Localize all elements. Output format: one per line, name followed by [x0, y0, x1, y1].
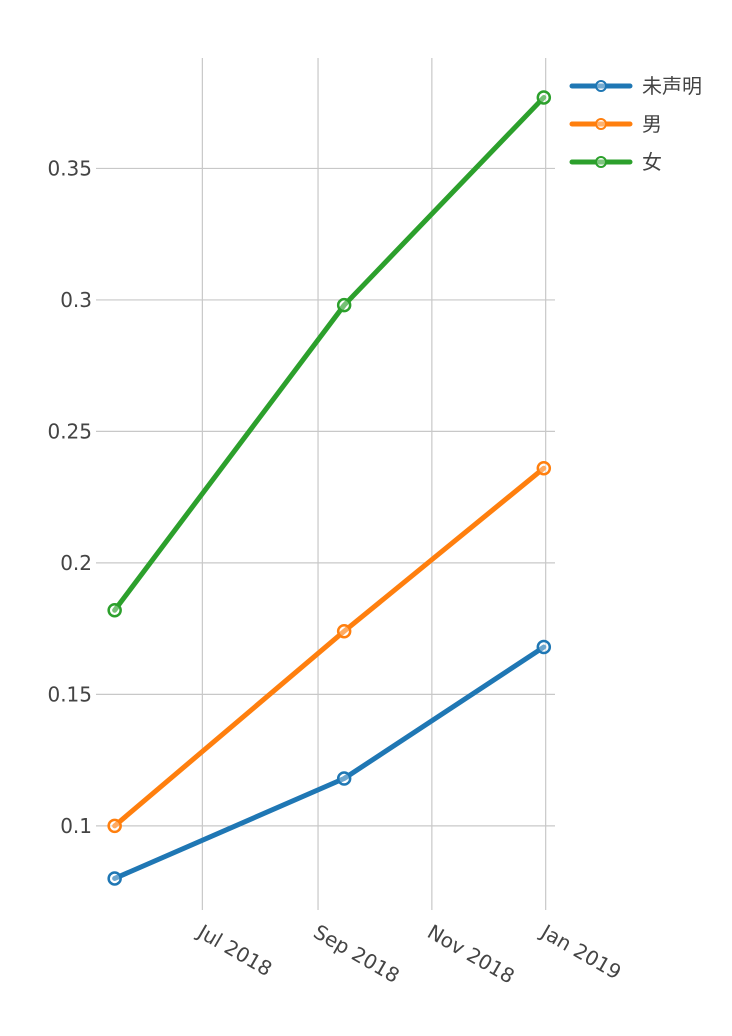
- data-point-0-2: [536, 639, 552, 655]
- data-point-2-1: [336, 297, 352, 313]
- y-tick-label-2: 0.2: [60, 551, 92, 575]
- y-tick-label-1: 0.15: [47, 682, 92, 706]
- grid: [96, 58, 555, 910]
- legend-marker-0: [595, 80, 607, 92]
- data-point-1-0: [107, 818, 122, 834]
- legend-item-2: 女: [569, 150, 662, 174]
- legend-label-0: 未声明: [642, 74, 702, 98]
- data-point-1-2: [536, 460, 552, 476]
- y-tick-label-0: 0.1: [60, 814, 92, 838]
- x-axis-ticks: Jul 2018 Sep 2018 Nov 2018 Jan 2019: [192, 919, 625, 989]
- series-1: [107, 460, 552, 834]
- x-tick-label-0: Jul 2018: [192, 919, 276, 981]
- y-axis-ticks: 0.1 0.15 0.2 0.25 0.3 0.35: [47, 156, 92, 837]
- data-point-1-1: [336, 624, 352, 639]
- y-tick-label-4: 0.3: [60, 288, 92, 312]
- x-tick-label-2: Nov 2018: [423, 920, 518, 989]
- legend-marker-1: [595, 118, 607, 130]
- legend-item-1: 男: [569, 112, 662, 136]
- series-2: [107, 90, 552, 618]
- x-tick-label-3: Jan 2019: [535, 919, 625, 985]
- legend-label-2: 女: [642, 150, 662, 174]
- data-point-2-0: [107, 602, 122, 618]
- series-line-2: [112, 94, 547, 613]
- series-line-1: [112, 465, 547, 829]
- y-tick-label-5: 0.35: [47, 156, 92, 180]
- legend-label-1: 男: [642, 112, 662, 136]
- legend-item-0: 未声明: [569, 74, 702, 98]
- series-layer: [107, 90, 552, 886]
- legend-marker-2: [595, 156, 607, 168]
- series-line-0: [112, 644, 547, 881]
- data-point-2-2: [536, 90, 552, 105]
- data-point-0-1: [336, 771, 352, 786]
- y-tick-label-3: 0.25: [47, 419, 92, 443]
- x-tick-label-1: Sep 2018: [310, 920, 404, 988]
- series-0: [107, 639, 552, 886]
- data-point-0-0: [107, 871, 122, 886]
